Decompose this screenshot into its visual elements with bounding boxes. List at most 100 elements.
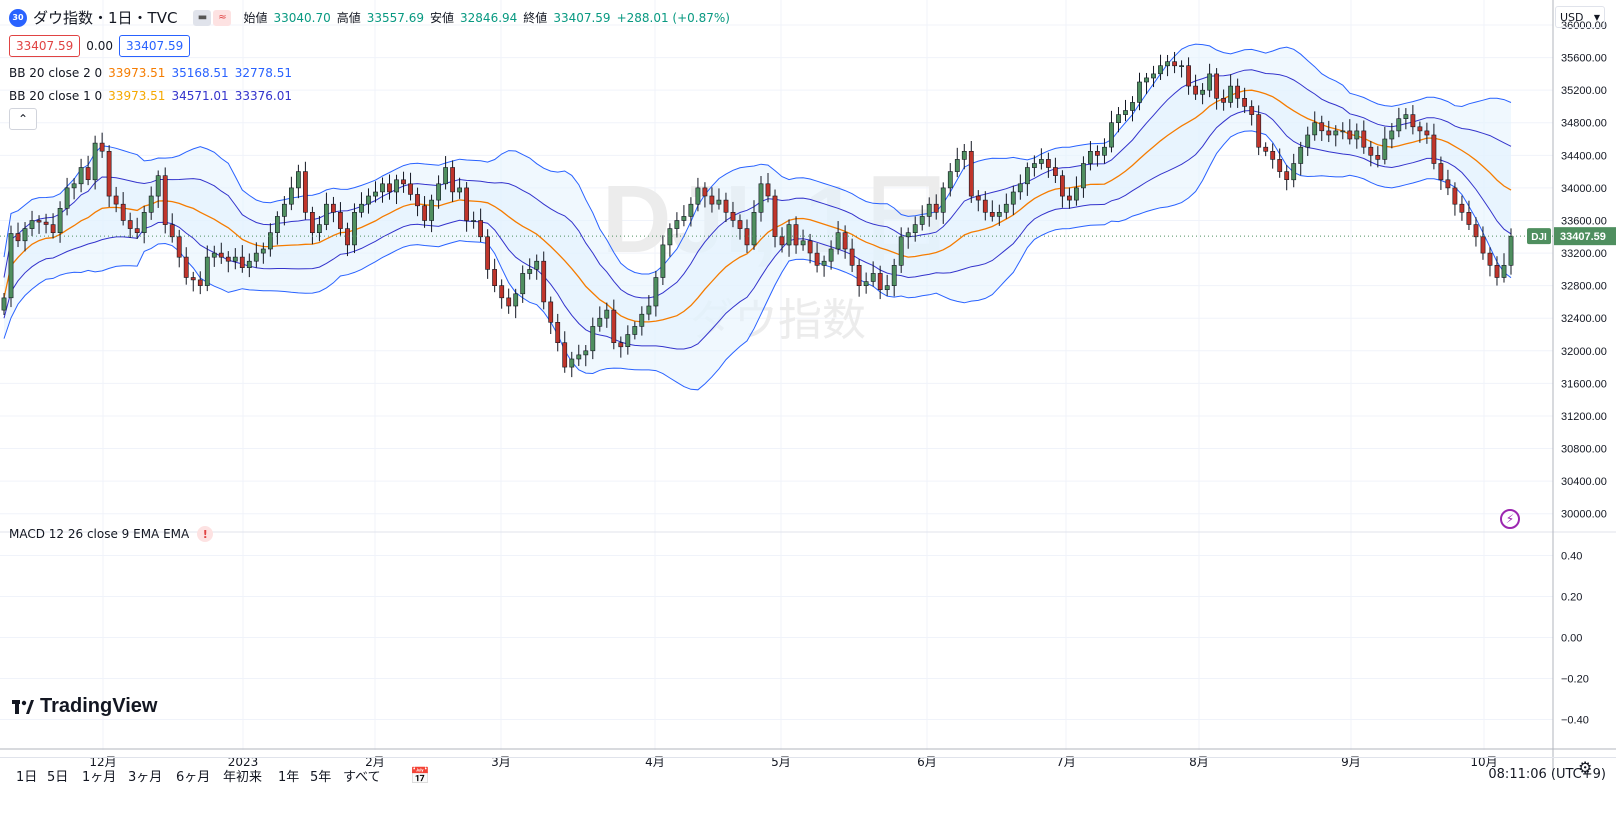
range-button-8[interactable]: すべて xyxy=(343,770,381,785)
range-button-7[interactable]: 5年 xyxy=(310,770,332,785)
symbol-header: 30 ダウ指数・1日・TVC ▬ ≈ 始値 33040.70 高値 33557.69… xyxy=(9,7,730,28)
ohlc-change: +288.01 (+0.87%) xyxy=(616,10,730,25)
candle-body xyxy=(1424,130,1430,136)
warning-icon[interactable]: ! xyxy=(197,526,214,542)
bb1-legend[interactable]: BB 20 close 1 0 33973.51 34571.01 33376.… xyxy=(9,89,292,103)
candle-body xyxy=(765,183,771,197)
visibility-toggles[interactable]: ▬ ≈ xyxy=(193,9,232,26)
candle-body xyxy=(933,203,939,213)
candle-body xyxy=(1417,126,1423,132)
lightning-icon[interactable]: ⚡ xyxy=(1500,509,1520,529)
sell-price-chip[interactable]: 33407.59 xyxy=(9,35,81,57)
calendar-icon[interactable]: 📅 xyxy=(410,766,430,785)
candle-body xyxy=(555,321,561,343)
candle-body xyxy=(1494,264,1500,278)
candle-body xyxy=(919,216,925,225)
symbol-tag-bg xyxy=(1527,228,1551,245)
candle-body xyxy=(947,171,953,189)
candle-body xyxy=(618,342,624,348)
minus-icon[interactable]: ▬ xyxy=(193,9,212,26)
candle-body xyxy=(50,224,56,234)
candle-body xyxy=(1123,110,1128,115)
ohlc-open-value: 33040.70 xyxy=(273,10,331,25)
bb2-upper-line xyxy=(3,43,1512,275)
candle-body xyxy=(1144,77,1149,83)
candle-body xyxy=(1088,151,1093,164)
price-tick-label: 35200.00 xyxy=(1561,85,1607,97)
candle-body xyxy=(1186,65,1191,87)
range-button-3[interactable]: 3ヶ月 xyxy=(128,770,163,785)
candle-body xyxy=(506,297,512,307)
candle-body xyxy=(653,277,659,307)
bb-basis-line xyxy=(3,89,1512,323)
candle-body xyxy=(57,208,63,234)
macd-legend[interactable]: MACD 12 26 close 9 EMA EMA ! xyxy=(9,526,214,542)
macd-tick-label: −0.40 xyxy=(1561,715,1589,727)
candle-body xyxy=(1431,134,1437,164)
candle-body xyxy=(485,236,490,270)
candle-body xyxy=(569,358,575,368)
candle-body xyxy=(968,151,974,197)
candle-body xyxy=(1046,159,1051,168)
candle-body xyxy=(422,205,427,221)
price-tick-label: 32800.00 xyxy=(1561,281,1607,293)
candle-body xyxy=(856,264,862,286)
candle-body xyxy=(786,224,792,246)
candle-body xyxy=(309,212,315,234)
candle-body xyxy=(387,183,392,193)
candle-body xyxy=(1060,175,1065,197)
candle-body xyxy=(359,203,364,213)
tradingview-logo[interactable]: TradingView xyxy=(12,695,157,718)
candle-body xyxy=(401,179,406,185)
candle-body xyxy=(996,212,1002,217)
wave-icon[interactable]: ≈ xyxy=(213,9,232,26)
bb1-fill xyxy=(4,69,1511,350)
candle-body xyxy=(113,195,119,205)
candle-body xyxy=(120,203,126,221)
candle-body xyxy=(625,334,631,347)
time-tick-label: 2月 xyxy=(365,755,385,769)
candle-body xyxy=(597,317,603,327)
candle-body xyxy=(450,167,455,193)
candle-body xyxy=(863,281,869,287)
candle-body xyxy=(443,167,448,185)
clock[interactable]: 08:11:06 (UTC+9) xyxy=(1488,767,1606,782)
bb2-legend[interactable]: BB 20 close 2 0 33973.51 35168.51 32778.… xyxy=(9,66,292,80)
candle-body xyxy=(1200,89,1205,95)
collapse-legend-button[interactable]: ⌃ xyxy=(9,108,37,130)
candle-body xyxy=(8,233,14,299)
candle-body xyxy=(337,212,343,229)
buy-price-chip[interactable]: 33407.59 xyxy=(118,35,191,57)
candle-body xyxy=(821,260,827,266)
gear-icon[interactable]: ⚙ xyxy=(1578,758,1593,777)
candle-body xyxy=(1480,236,1486,254)
candle-body xyxy=(246,260,252,269)
candle-body xyxy=(1347,130,1353,140)
range-button-4[interactable]: 6ヶ月 xyxy=(176,770,211,785)
candle-body xyxy=(1053,167,1058,176)
candle-body xyxy=(1151,73,1156,79)
ohlc-close-value: 33407.59 xyxy=(553,10,611,25)
candle-body xyxy=(1,297,7,311)
candle-body xyxy=(1081,163,1086,189)
range-button-2[interactable]: 1ヶ月 xyxy=(82,770,117,785)
price-tag-bg xyxy=(1554,227,1616,246)
candle-body xyxy=(534,260,540,270)
candle-body xyxy=(330,203,336,213)
candle-body xyxy=(155,175,161,197)
spread-value: 0.00 xyxy=(86,39,113,53)
range-button-5[interactable]: 年初来 xyxy=(223,770,263,785)
currency-select[interactable]: USD ▼ xyxy=(1555,6,1605,28)
range-button-0[interactable]: 1日 xyxy=(16,770,38,785)
candle-body xyxy=(162,175,168,225)
ohlc-high-label: 高値 xyxy=(336,11,361,25)
candle-body xyxy=(352,212,357,246)
candle-body xyxy=(1305,134,1311,148)
symbol-title[interactable]: ダウ指数・1日・TVC xyxy=(33,9,178,27)
candle-body xyxy=(1445,179,1451,189)
bb1-label: BB 20 close 1 0 xyxy=(9,89,103,103)
range-button-1[interactable]: 5日 xyxy=(47,770,69,785)
range-button-6[interactable]: 1年 xyxy=(278,770,300,785)
time-tick-label: 8月 xyxy=(1189,755,1209,769)
